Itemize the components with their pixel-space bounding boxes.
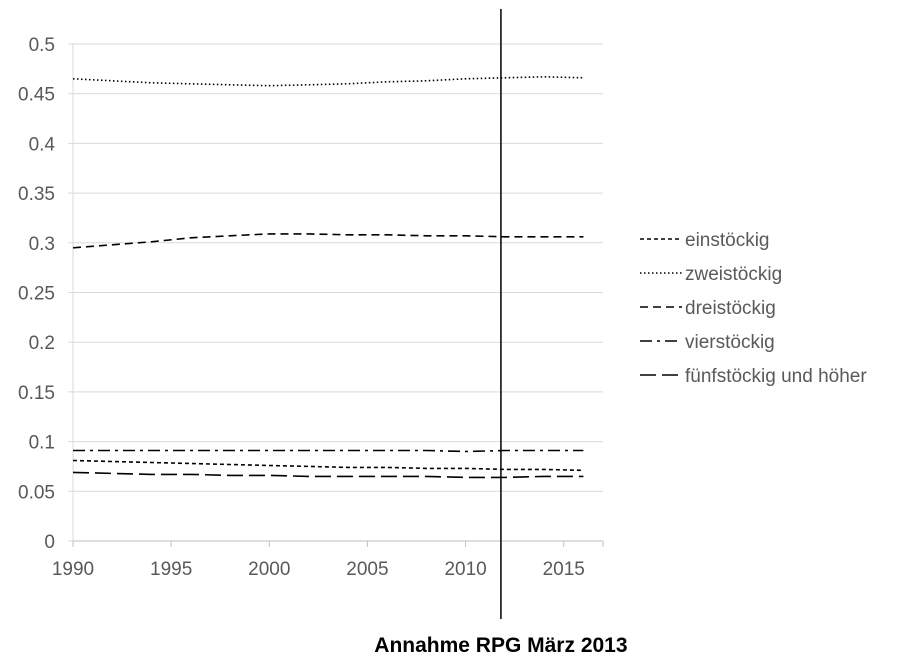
x-axis: 1990 1995 2000 2005 2010 2015	[52, 540, 604, 580]
x-tick-label: 1990	[52, 559, 94, 580]
y-tick-label: 0.2	[29, 333, 55, 354]
y-tick-label: 0.35	[18, 184, 55, 205]
y-axis: 0 0.05 0.1 0.15 0.2 0.25 0.3 0.35 0.4 0.45 0.5	[18, 35, 74, 553]
y-tick-label: 0	[44, 532, 55, 553]
y-tick-label: 0.15	[18, 383, 55, 404]
legend-label: fünfstöckig und höher	[685, 366, 867, 387]
series-line-2	[72, 75, 584, 87]
y-tick-label: 0.1	[29, 433, 55, 454]
y-tick-label: 0.05	[18, 482, 55, 503]
gridlines	[73, 43, 603, 542]
y-tick-label: 0.45	[18, 85, 55, 106]
x-tick-label: 2010	[444, 559, 486, 580]
series-line-1	[72, 459, 584, 472]
y-tick-label: 0.4	[29, 134, 56, 155]
series-lines	[72, 75, 584, 479]
series-line-3	[72, 233, 584, 249]
x-tick-label: 2005	[346, 559, 388, 580]
y-tick-label: 0.3	[29, 234, 55, 255]
legend-label: vierstöckig	[685, 332, 775, 353]
legend: einstöckig zweistöckig dreistöckig vierstöc…	[640, 230, 867, 387]
legend-label: zweistöckig	[685, 264, 782, 285]
series-line-4	[73, 449, 584, 453]
legend-label: einstöckig	[685, 230, 770, 251]
annotation: Annahme RPG März 2013	[374, 9, 628, 657]
x-tick-label: 2000	[248, 559, 290, 580]
y-tick-label: 0.5	[29, 35, 55, 56]
x-tick-label: 2015	[543, 559, 585, 580]
legend-label: dreistöckig	[685, 298, 776, 319]
annotation-label: Annahme RPG März 2013	[374, 634, 627, 657]
x-tick-label: 1995	[150, 559, 192, 580]
y-tick-label: 0.25	[18, 284, 55, 305]
series-line-5	[72, 471, 584, 479]
